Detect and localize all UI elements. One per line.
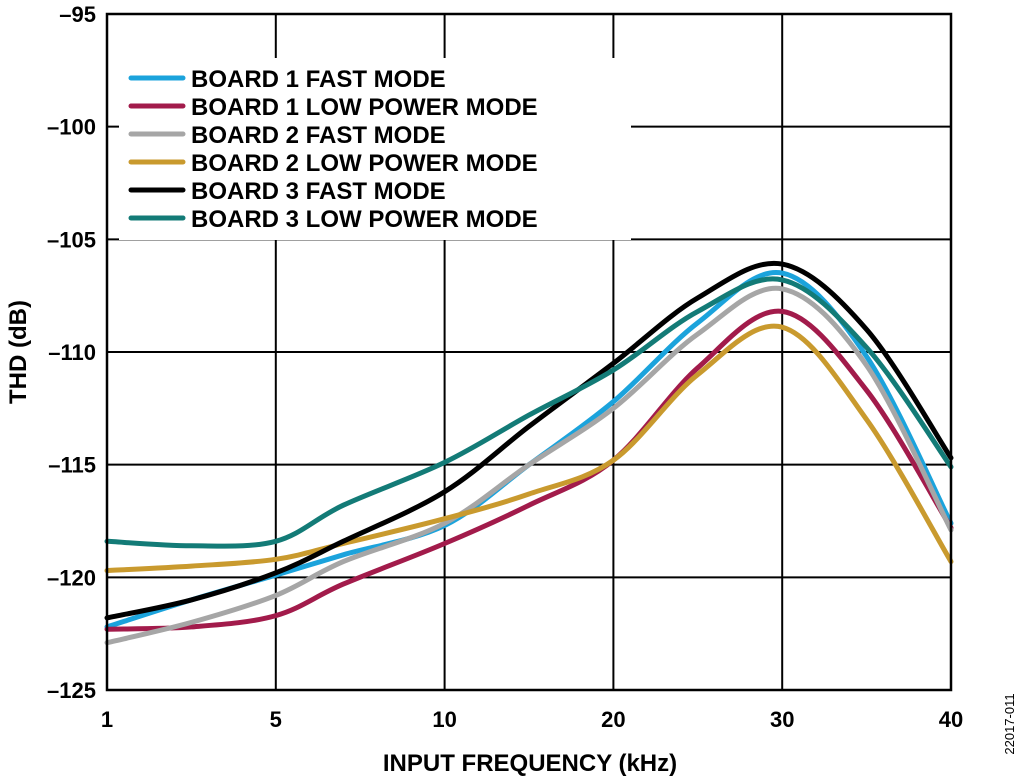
legend-label-board-2-fast-mode: BOARD 2 FAST MODE	[191, 122, 446, 149]
series-line-board-3-fast-mode	[104, 260, 954, 621]
y-tick-label: –105	[47, 227, 96, 252]
series-line-board-2-fast-mode	[104, 285, 954, 646]
legend-label-board-3-low-power-mode: BOARD 3 LOW POWER MODE	[191, 206, 538, 233]
y-tick-labels: –95 –100 –105 –110 –115 –120 –125	[47, 2, 96, 703]
legend-background	[119, 58, 631, 240]
series-line-board-1-low-power-mode	[104, 308, 954, 632]
y-tick-label: –115	[48, 453, 96, 478]
y-tick-label: –110	[48, 340, 96, 365]
series-line-board-2-low-power-mode	[104, 323, 954, 574]
x-tick-label: 5	[270, 707, 282, 732]
legend-label-board-3-fast-mode: BOARD 3 FAST MODE	[191, 178, 446, 205]
legend-label-board-2-low-power-mode: BOARD 2 LOW POWER MODE	[191, 150, 538, 177]
y-tick-label: –100	[47, 115, 96, 140]
x-tick-label: 30	[770, 707, 794, 732]
y-tick-label: –125	[47, 678, 96, 703]
plot-frame	[105, 12, 953, 692]
series-lines	[104, 260, 954, 646]
y-tick-label: –95	[59, 2, 96, 27]
x-tick-labels: 1 5 10 20 30 40	[101, 707, 963, 732]
x-tick-label: 20	[601, 707, 625, 732]
x-tick-label: 10	[432, 707, 456, 732]
x-axis-title: INPUT FREQUENCY (kHz)	[383, 750, 677, 777]
series-line-board-3-low-power-mode	[104, 276, 954, 549]
y-axis-title: THD (dB)	[5, 300, 32, 404]
figure-id: 22017-011	[1002, 693, 1017, 754]
x-tick-label: 40	[939, 707, 963, 732]
legend-label-board-1-fast-mode: BOARD 1 FAST MODE	[191, 66, 446, 93]
legend-label-board-1-low-power-mode: BOARD 1 LOW POWER MODE	[191, 94, 538, 121]
x-tick-label: 1	[101, 707, 113, 732]
y-tick-label: –120	[47, 565, 96, 590]
series-line-board-1-fast-mode	[104, 270, 954, 630]
